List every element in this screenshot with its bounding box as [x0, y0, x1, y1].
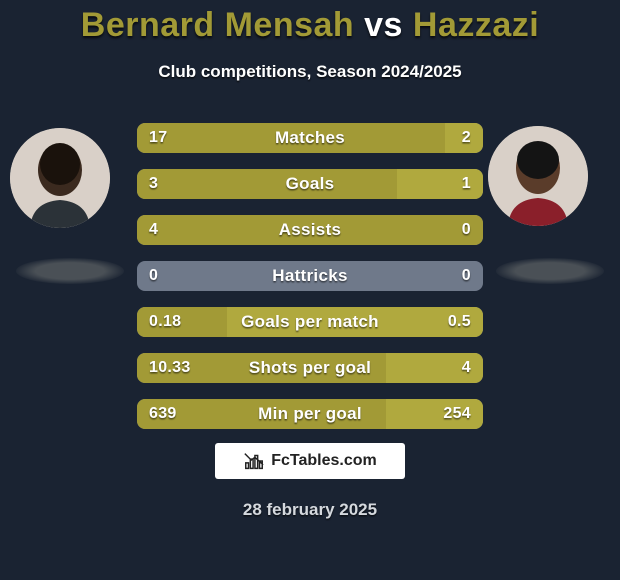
stat-row: 639254Min per goal [137, 399, 483, 429]
stat-label: Matches [137, 123, 483, 153]
stat-label: Hattricks [137, 261, 483, 291]
stat-label: Shots per goal [137, 353, 483, 383]
stat-row: 172Matches [137, 123, 483, 153]
stat-label: Assists [137, 215, 483, 245]
stat-label: Min per goal [137, 399, 483, 429]
logo-text: FcTables.com [271, 452, 377, 470]
person-icon [488, 126, 588, 226]
person-icon [10, 128, 110, 228]
subtitle: Club competitions, Season 2024/2025 [0, 62, 620, 82]
page-title: Bernard Mensah vs Hazzazi [0, 6, 620, 45]
avatar-shadow-right [496, 258, 604, 284]
title-player1: Bernard Mensah [81, 6, 354, 44]
stat-row: 31Goals [137, 169, 483, 199]
fctables-logo: FcTables.com [215, 443, 405, 479]
stat-row: 0.180.5Goals per match [137, 307, 483, 337]
date-text: 28 february 2025 [0, 500, 620, 520]
stat-label: Goals [137, 169, 483, 199]
stat-row: 10.334Shots per goal [137, 353, 483, 383]
title-vs: vs [364, 6, 403, 44]
avatar-shadow-left [16, 258, 124, 284]
avatar-player1 [10, 128, 110, 228]
stat-row: 40Assists [137, 215, 483, 245]
stat-row: 00Hattricks [137, 261, 483, 291]
stat-label: Goals per match [137, 307, 483, 337]
chart-icon [243, 450, 265, 472]
stats-rows: 172Matches 31Goals 40Assists 00Hattricks 0.1… [137, 123, 483, 445]
title-player2: Hazzazi [413, 6, 539, 44]
avatar-player2 [488, 126, 588, 226]
